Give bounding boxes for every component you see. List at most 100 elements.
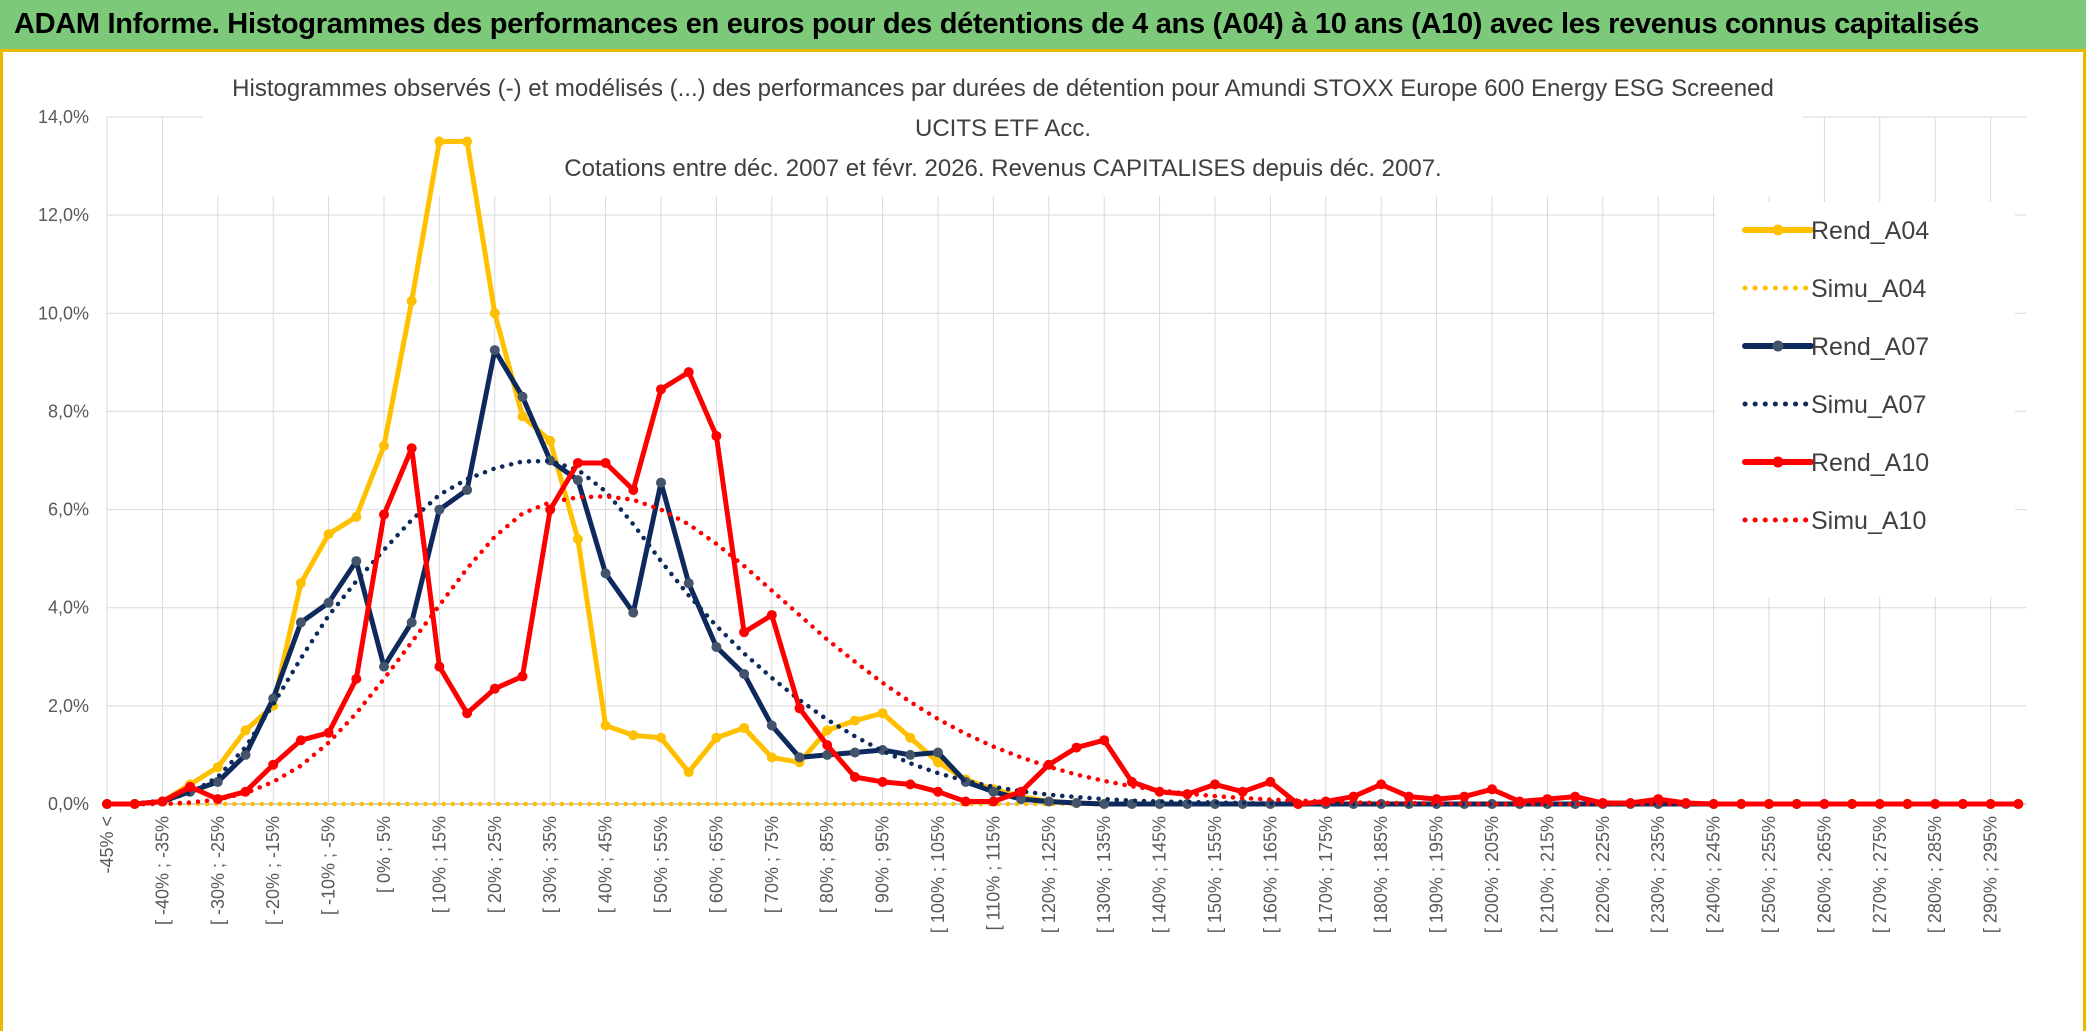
data-point-rend-a10	[683, 367, 694, 378]
data-point-rend-a10	[794, 703, 805, 714]
y-tick-label: 2,0%	[48, 696, 89, 716]
data-point-rend-a10	[988, 796, 999, 807]
data-point-rend-a10	[1210, 779, 1220, 790]
data-point-rend-a07	[517, 391, 528, 402]
y-tick-label: 14,0%	[38, 107, 89, 127]
data-point-rend-a10	[600, 457, 611, 468]
data-point-rend-a07	[1570, 799, 1581, 809]
x-tick-label: [ 260% ; 265%	[1814, 816, 1834, 933]
data-point-rend-a10	[905, 779, 916, 790]
data-point-rend-a04	[600, 720, 611, 731]
data-point-rend-a07	[1016, 794, 1027, 805]
x-tick-label: [ 110% ; 115%	[983, 816, 1003, 930]
data-point-rend-a10	[739, 627, 750, 638]
data-point-rend-a10	[1016, 786, 1027, 797]
series-line-simu-a10	[104, 494, 2021, 807]
data-point-rend-a04	[323, 529, 334, 540]
x-tick-label: [ 90% ; 95%	[873, 816, 893, 913]
chart-frame: 0,0% 2,0% 4,0% 6,0% 8,0% 10,0% 12,0% 14,0% -45% …	[0, 52, 2086, 1031]
legend-marker	[1772, 340, 1784, 352]
data-point-rend-a07	[711, 641, 722, 652]
x-tick-label: [ 150% ; 155%	[1205, 816, 1225, 933]
x-tick-label: [ 210% ; 215%	[1537, 816, 1557, 933]
x-tick-label: [ -20% ; -15%	[263, 816, 283, 925]
data-point-rend-a07	[1071, 798, 1082, 809]
data-point-rend-a04	[545, 435, 556, 446]
chart-title-line: UCITS ETF Acc.	[915, 115, 1091, 142]
chart-title-line: Cotations entre déc. 2007 et févr. 2026.…	[564, 155, 1441, 182]
x-tick-label: [ 100% ; 105%	[928, 816, 948, 933]
data-point-rend-a07	[351, 556, 362, 567]
data-point-rend-a07	[988, 786, 999, 797]
data-point-rend-a04	[572, 534, 583, 545]
y-tick-label: 6,0%	[48, 500, 89, 520]
y-tick-label: 0,0%	[48, 794, 89, 814]
x-tick-label: [ 60% ; 65%	[706, 816, 726, 913]
data-point-rend-a07	[739, 668, 750, 679]
data-point-rend-a04	[517, 411, 528, 422]
data-point-rend-a04	[406, 296, 417, 307]
data-point-rend-a04	[656, 732, 666, 743]
data-point-rend-a07	[1099, 799, 1110, 809]
data-point-rend-a10	[1570, 791, 1581, 802]
data-point-rend-a10	[323, 727, 334, 738]
x-tick-label: [ 280% ; 285%	[1925, 816, 1945, 933]
x-tick-label: [ 80% ; 85%	[817, 816, 837, 913]
data-point-rend-a07	[656, 477, 666, 488]
legend-label: Rend_A04	[1811, 217, 1929, 245]
data-point-rend-a07	[683, 578, 694, 589]
y-tick-label: 10,0%	[38, 303, 89, 323]
data-point-rend-a04	[739, 722, 750, 733]
x-tick-label: [ 190% ; 195%	[1427, 816, 1447, 933]
data-point-rend-a07	[822, 749, 833, 760]
data-point-rend-a04	[766, 752, 777, 763]
data-point-rend-a10	[1265, 776, 1276, 787]
data-point-rend-a04	[933, 757, 943, 768]
data-point-rend-a07	[295, 617, 306, 628]
data-point-rend-a07	[240, 749, 251, 760]
data-point-rend-a07	[794, 752, 805, 763]
x-tick-label: [ -40% ; -35%	[152, 816, 172, 925]
x-tick-label: [ 120% ; 125%	[1039, 816, 1059, 933]
data-point-rend-a10	[1985, 799, 1996, 809]
data-point-rend-a07	[572, 475, 583, 486]
x-tick-label: [ 160% ; 165%	[1260, 816, 1280, 933]
data-point-rend-a07	[933, 747, 943, 758]
x-tick-label: [ 70% ; 75%	[762, 816, 782, 913]
x-tick-label: [ -30% ; -25%	[208, 816, 228, 925]
data-point-rend-a04	[351, 511, 362, 522]
data-point-rend-a10	[1459, 791, 1470, 802]
x-tick-label: [ 50% ; 55%	[651, 816, 671, 913]
x-tick-label: [ 140% ; 145%	[1150, 816, 1170, 933]
legend-label: Rend_A10	[1811, 449, 1929, 477]
data-point-rend-a04	[489, 308, 500, 319]
data-point-rend-a10	[572, 457, 583, 468]
data-point-rend-a07	[212, 776, 223, 787]
legend-background	[1715, 202, 2015, 597]
data-point-rend-a07	[766, 720, 777, 731]
data-point-rend-a10	[406, 443, 417, 454]
data-point-rend-a10	[295, 735, 306, 746]
data-point-rend-a10	[185, 781, 196, 792]
data-point-rend-a07	[489, 345, 500, 356]
legend-label: Simu_A10	[1811, 507, 1926, 535]
data-point-rend-a07	[600, 568, 611, 579]
data-point-rend-a10	[1542, 794, 1553, 805]
x-tick-label: [ 290% ; 295%	[1981, 816, 2001, 933]
data-point-rend-a10	[545, 504, 556, 515]
y-tick-label: 12,0%	[38, 205, 89, 225]
data-point-rend-a04	[295, 578, 306, 589]
data-point-rend-a04	[711, 732, 722, 743]
data-point-rend-a10	[877, 776, 888, 787]
data-point-rend-a10	[379, 509, 389, 520]
legend-label: Simu_A07	[1811, 391, 1926, 419]
x-tick-label: [ 180% ; 185%	[1371, 816, 1391, 933]
x-tick-label: [ 40% ; 45%	[596, 816, 616, 913]
data-point-rend-a04	[379, 440, 389, 451]
y-tick-label: 4,0%	[48, 598, 89, 618]
data-point-rend-a10	[1126, 776, 1137, 787]
x-tick-label: [ 10% ; 15%	[429, 816, 449, 913]
x-tick-label: [ 170% ; 175%	[1316, 816, 1336, 933]
data-point-rend-a04	[434, 136, 445, 147]
data-point-rend-a10	[960, 796, 971, 807]
